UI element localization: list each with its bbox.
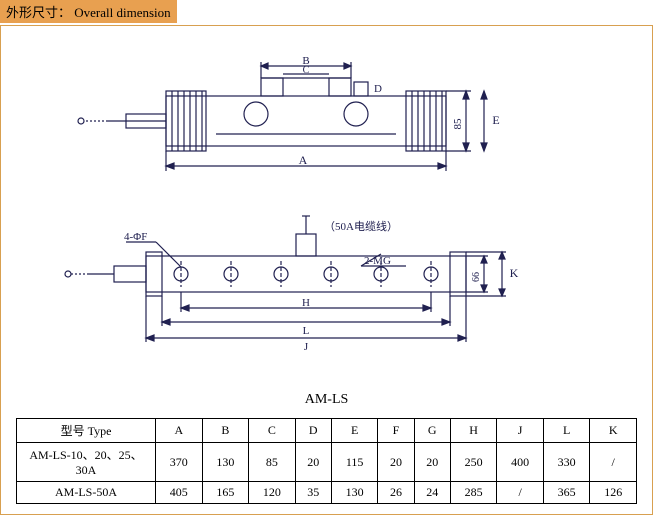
cell: 20 [414, 443, 450, 482]
col-F: F [378, 419, 414, 443]
svg-text:H: H [302, 297, 310, 309]
cell: 26 [378, 482, 414, 504]
svg-text:D: D [374, 83, 382, 95]
cell: 370 [156, 443, 203, 482]
cell: 115 [331, 443, 378, 482]
svg-text:（50A电缆线）: （50A电缆线） [324, 219, 398, 233]
svg-text:C: C [303, 65, 310, 76]
svg-text:85: 85 [452, 118, 464, 130]
col-B: B [202, 419, 249, 443]
cell-type: AM-LS-50A [17, 482, 156, 504]
title-en: Overall dimension [74, 5, 170, 20]
cell: 400 [497, 443, 544, 482]
col-J: J [497, 419, 544, 443]
cell-type: AM-LS-10、20、25、30A [17, 443, 156, 482]
col-E: E [331, 419, 378, 443]
svg-text:2-MG: 2-MG [364, 255, 391, 267]
svg-text:A: A [299, 153, 308, 167]
cell: 35 [295, 482, 331, 504]
col-K: K [590, 419, 637, 443]
cell: 405 [156, 482, 203, 504]
cell: 20 [378, 443, 414, 482]
cell: 285 [450, 482, 497, 504]
model-label: AM-LS [16, 392, 637, 408]
svg-text:J: J [304, 341, 309, 353]
cell: / [590, 443, 637, 482]
col-D: D [295, 419, 331, 443]
cell: 120 [249, 482, 296, 504]
svg-text:L: L [303, 325, 310, 337]
cell: 130 [331, 482, 378, 504]
dimension-table: 型号 Type A B C D E F G H J L K AM-LS-10、2… [16, 418, 637, 504]
col-H: H [450, 419, 497, 443]
cell: 85 [249, 443, 296, 482]
cell: 165 [202, 482, 249, 504]
cell: 20 [295, 443, 331, 482]
cell: 130 [202, 443, 249, 482]
cell: 330 [543, 443, 590, 482]
col-A: A [156, 419, 203, 443]
table-row: AM-LS-10、20、25、30A 370 130 85 20 115 20 … [17, 443, 637, 482]
col-G: G [414, 419, 450, 443]
technical-drawing: D A B C 85 E [16, 36, 637, 386]
cell: 24 [414, 482, 450, 504]
svg-text:4-ΦF: 4-ΦF [124, 231, 147, 243]
table-row: AM-LS-50A 405 165 120 35 130 26 24 285 /… [17, 482, 637, 504]
table-header-row: 型号 Type A B C D E F G H J L K [17, 419, 637, 443]
content-frame: D A B C 85 E [0, 25, 653, 515]
col-type: 型号 Type [17, 419, 156, 443]
cell: 126 [590, 482, 637, 504]
col-L: L [543, 419, 590, 443]
svg-text:66: 66 [471, 272, 482, 282]
cell: 250 [450, 443, 497, 482]
cell: / [497, 482, 544, 504]
svg-text:K: K [510, 266, 519, 280]
svg-text:E: E [492, 113, 499, 127]
cell: 365 [543, 482, 590, 504]
col-C: C [249, 419, 296, 443]
title-cn: 外形尺寸： [6, 5, 71, 20]
